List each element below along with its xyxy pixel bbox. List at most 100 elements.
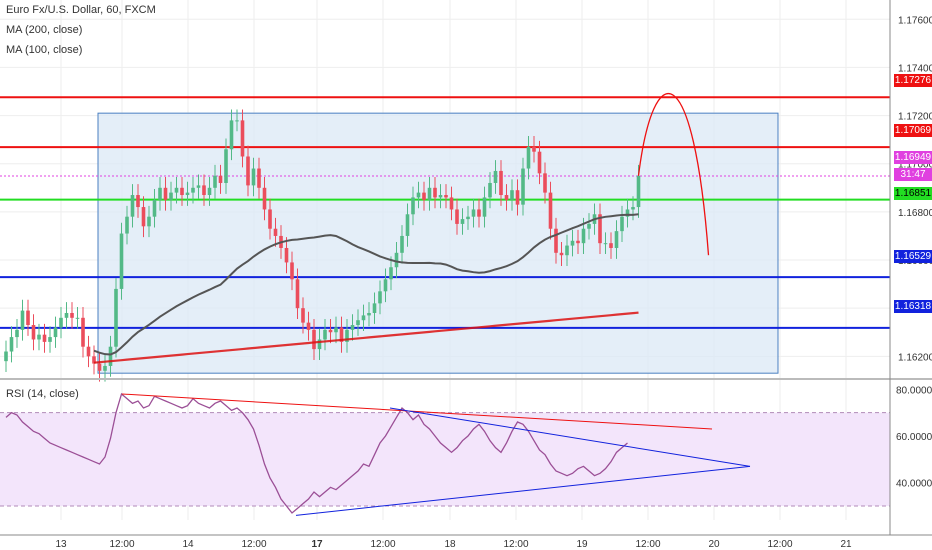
candle-body: [224, 149, 228, 183]
candle-body: [537, 151, 542, 174]
candle-body: [37, 334, 41, 340]
x-tick-label: 14: [182, 539, 194, 550]
candle-body: [559, 252, 564, 256]
candle-body: [438, 195, 443, 198]
candle-body: [614, 231, 619, 248]
candle-body: [268, 209, 272, 229]
y-tick-label: 1.17000: [898, 160, 932, 171]
candle-body: [598, 214, 602, 244]
candle-body: [257, 168, 261, 188]
ma100-legend: MA (100, close): [6, 44, 83, 56]
price-tag-resistance-1: 1.17276: [894, 74, 932, 87]
x-tick-label: 21: [840, 539, 852, 550]
candle-body: [581, 228, 586, 244]
candle-body: [510, 190, 514, 200]
rsi-tick-label: 60.0000: [896, 432, 932, 443]
candle-body: [147, 216, 151, 227]
rsi-trendline-blue-lower: [295, 465, 751, 516]
candle-body: [196, 185, 201, 188]
candle-body: [554, 228, 558, 253]
candle-body: [235, 120, 239, 122]
candle-body: [273, 228, 278, 236]
candle-body: [312, 329, 316, 350]
rsi-tick-label: 40.0000: [896, 479, 932, 490]
candle-body: [411, 197, 415, 215]
candle-body: [64, 312, 69, 318]
x-tick-label: 12:00: [370, 539, 395, 550]
x-tick-label: 12:00: [767, 539, 792, 550]
y-tick-label: 1.16800: [898, 208, 932, 219]
candle-body: [444, 195, 448, 198]
candle-body: [620, 216, 624, 232]
candle-body: [108, 346, 113, 366]
candle-body: [504, 195, 509, 200]
candle-body: [15, 329, 19, 338]
candle-body: [207, 187, 212, 196]
candle-body: [323, 329, 327, 340]
candle-body: [471, 209, 476, 217]
candle-body: [48, 337, 52, 342]
candle-body: [295, 279, 300, 309]
ma100-line: [93, 213, 639, 356]
rsi-grid: [0, 380, 890, 520]
candle-body: [185, 192, 190, 196]
candle-body: [26, 310, 30, 326]
candle-body: [31, 325, 36, 340]
candle-body: [405, 214, 410, 236]
candle-body: [213, 175, 217, 188]
price-tag-blue-2: 1.16318: [894, 300, 932, 313]
candle-body: [130, 195, 135, 217]
candle-body: [339, 327, 344, 342]
candle-body: [400, 235, 404, 253]
candle-body: [334, 327, 338, 333]
candle-body: [4, 351, 8, 362]
y-tick-label: 1.17200: [898, 112, 932, 123]
candle-body: [180, 187, 184, 196]
projection-arc: [637, 92, 710, 256]
price-tag-resistance-2: 1.17069: [894, 124, 932, 137]
candle-body: [576, 240, 580, 244]
rsi-trendline-red: [121, 393, 713, 430]
rsi-legend: RSI (14, close): [6, 388, 79, 400]
candle-body: [86, 346, 91, 357]
y-tick-label: 1.17600: [898, 15, 932, 26]
candle-body: [570, 240, 575, 246]
candle-body: [163, 187, 168, 200]
candle-body: [290, 262, 294, 280]
candle-body: [152, 199, 157, 217]
candle-body: [174, 187, 179, 193]
chart-title: Euro Fx/U.S. Dollar, 60, FXCM: [6, 4, 156, 16]
candle-body: [367, 312, 371, 316]
candle-body: [603, 243, 608, 245]
rsi-tick-label: 80.0000: [896, 385, 932, 396]
candle-body: [609, 243, 613, 248]
candle-body: [141, 207, 146, 227]
candle-body: [389, 267, 393, 280]
candle-body: [53, 327, 58, 338]
candle-body: [378, 291, 382, 304]
candle-body: [416, 192, 421, 198]
candle-body: [75, 317, 80, 319]
candle-body: [229, 120, 234, 150]
range-box: [97, 112, 779, 374]
candle-body: [317, 339, 322, 350]
candle-body: [202, 185, 206, 196]
candle-body: [246, 156, 250, 186]
candle-body: [433, 187, 437, 198]
candle-body: [477, 209, 481, 217]
candle-body: [493, 170, 498, 183]
countdown-tag: 31:47: [894, 168, 932, 181]
x-tick-label: 12:00: [503, 539, 528, 550]
candle-body: [356, 320, 360, 326]
candle-body: [466, 216, 470, 220]
candle-body: [169, 192, 173, 200]
candle-body: [20, 310, 25, 330]
candle-body: [301, 308, 305, 323]
candle-body: [306, 322, 311, 330]
candle-body: [284, 247, 289, 263]
candle-body: [455, 209, 459, 224]
candle-body: [345, 329, 349, 342]
x-tick-label: 12:00: [635, 539, 660, 550]
